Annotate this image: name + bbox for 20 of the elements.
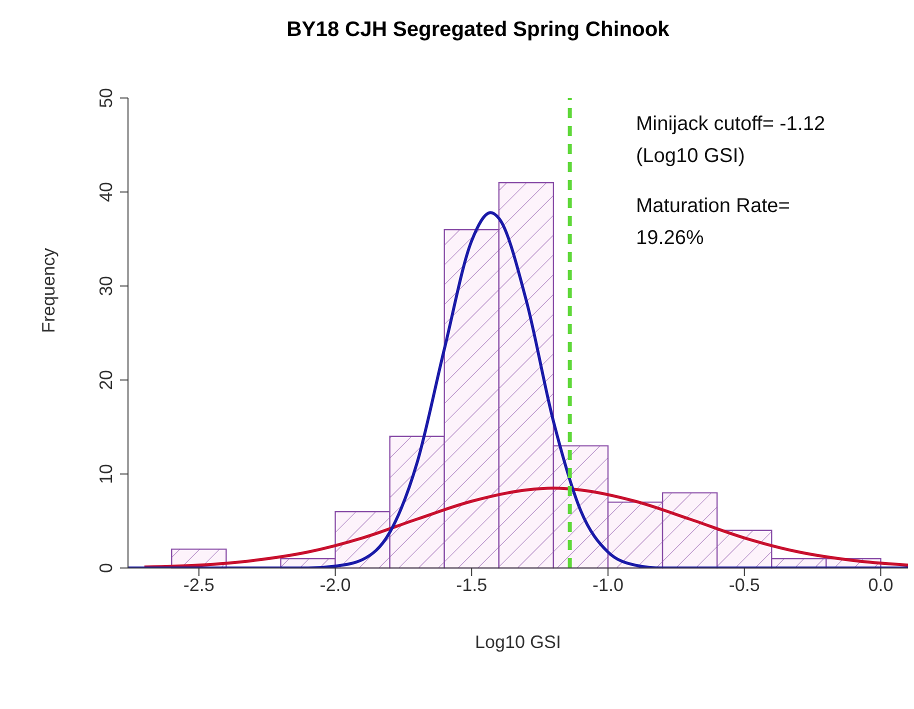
line-series xyxy=(142,486,908,568)
y-tick-label: 20 xyxy=(96,370,116,390)
annotation: 19.26% xyxy=(636,226,705,251)
y-tick-label: 40 xyxy=(96,182,116,202)
x-tick-label: -0.5 xyxy=(728,574,760,595)
annotation: Minijack cutoff= -1.12 xyxy=(636,112,826,137)
x-tick-label: -1.0 xyxy=(592,574,624,595)
chart-title: BY18 CJH Segregated Spring Chinook xyxy=(286,18,670,42)
y-axis-title: Frequency xyxy=(38,248,58,333)
y-tick-label: 0 xyxy=(96,562,116,574)
y-tick-label: 10 xyxy=(96,464,116,484)
y-tick-label: 30 xyxy=(96,276,116,296)
x-tick-label: -1.5 xyxy=(456,574,488,595)
x-tick-label: -2.5 xyxy=(183,574,214,595)
annotation: Maturation Rate= xyxy=(636,194,791,219)
annotation: (Log10 GSI) xyxy=(636,144,746,169)
x-axis-title: Log10 GSI xyxy=(474,632,562,652)
y-tick-label: 50 xyxy=(96,88,116,108)
x-tick-label: -2.0 xyxy=(320,574,351,595)
x-tick-label: 0.0 xyxy=(868,574,894,595)
